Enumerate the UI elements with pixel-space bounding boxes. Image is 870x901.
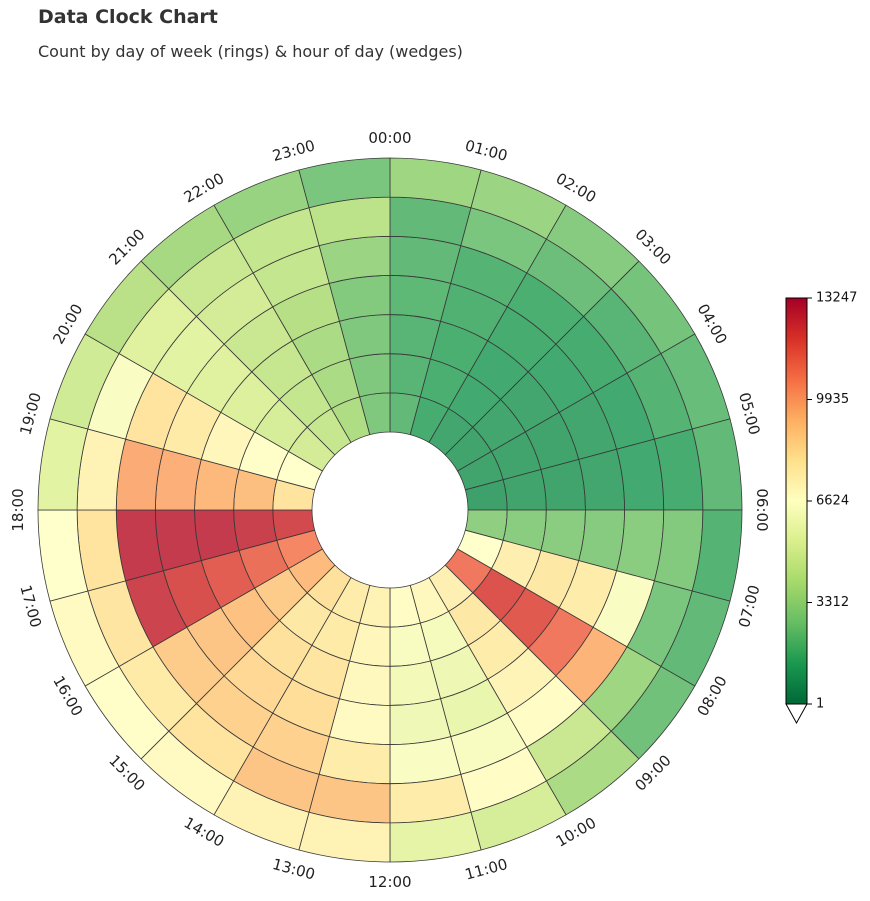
colorbar-gradient xyxy=(785,297,808,705)
wedge-1800-ring-4 xyxy=(155,448,202,511)
hour-label-1100: 11:00 xyxy=(463,855,509,884)
colorbar-tick-label: 1 xyxy=(816,697,824,712)
hour-label-0200: 02:00 xyxy=(553,169,599,206)
colorbar: 1 3312 6624 9935 13247 xyxy=(785,291,857,725)
colorbar-tick-label: 9935 xyxy=(816,392,849,407)
wedge-0500-ring-4 xyxy=(578,448,625,511)
wedge-layer xyxy=(37,157,743,863)
hour-label-2300: 23:00 xyxy=(271,136,317,165)
hour-label-1300: 13:00 xyxy=(271,855,317,884)
wedge-1700-ring-4 xyxy=(155,509,202,572)
hour-label-1900: 19:00 xyxy=(16,391,45,437)
wedge-0000-ring-4 xyxy=(389,275,452,322)
hour-label-1600: 16:00 xyxy=(49,673,86,719)
hour-label-1400: 14:00 xyxy=(181,814,227,851)
colorbar-tick-label: 6624 xyxy=(816,494,849,509)
hour-label-0700: 07:00 xyxy=(735,583,764,629)
hour-label-0500: 05:00 xyxy=(735,391,764,437)
chart-subtitle: Count by day of week (rings) & hour of d… xyxy=(38,42,463,61)
hour-label-1200: 12:00 xyxy=(368,873,411,891)
hour-label-0000: 00:00 xyxy=(368,129,411,147)
chart-title: Data Clock Chart xyxy=(38,6,218,28)
hour-label-2000: 20:00 xyxy=(49,301,86,347)
hour-label-1000: 10:00 xyxy=(553,814,599,851)
wedge-1200-ring-4 xyxy=(328,698,391,745)
colorbar-tick-label: 13247 xyxy=(816,291,857,306)
wedge-2300-ring-4 xyxy=(328,275,391,322)
hour-label-0600: 06:00 xyxy=(753,488,771,531)
colorbar-extend-min-arrow xyxy=(785,703,808,725)
hour-label-1700: 17:00 xyxy=(16,583,45,629)
wedge-1100-ring-4 xyxy=(389,698,452,745)
wedge-2300-ring-7 xyxy=(298,157,391,209)
colorbar-tick-label: 3312 xyxy=(816,595,849,610)
hour-label-0100: 01:00 xyxy=(463,136,509,165)
hour-label-2200: 22:00 xyxy=(181,169,227,206)
hour-label-0800: 08:00 xyxy=(694,673,731,719)
hour-label-0400: 04:00 xyxy=(694,301,731,347)
hour-label-1800: 18:00 xyxy=(9,488,27,531)
wedge-0600-ring-4 xyxy=(578,509,625,572)
